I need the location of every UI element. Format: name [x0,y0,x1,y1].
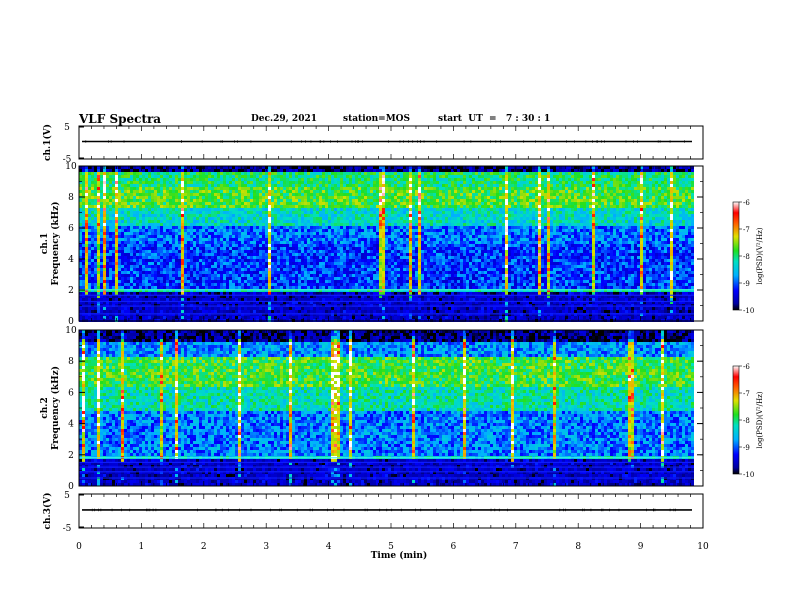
y-axis-label: ch.2 [40,397,50,418]
colorbar-label: log(PSD)(V²/Hz) [756,227,764,284]
start-time-label: start UT = 7 : 30 : 1 [438,114,550,124]
colorbar-tick-label: -8 [743,253,750,261]
y-tick-label: 10 [65,326,77,336]
colorbar-tick-label: -7 [743,226,750,234]
x-tick-label: 9 [638,542,644,552]
y-tick-label: -5 [63,524,72,534]
ch1-spectrogram-image [79,166,694,322]
y-tick-label: 4 [68,420,74,430]
x-tick-label: 6 [451,542,457,552]
y-tick-label: 0 [68,482,74,492]
colorbar [732,201,740,311]
station-label: station=MOS [343,114,410,124]
x-tick-label: 5 [388,542,394,552]
colorbar-tick-label: -8 [743,417,750,425]
y-tick-label: 2 [68,451,74,461]
y-tick-label: -5 [63,155,72,165]
y-axis-label: ch.1(V) [42,124,53,161]
ch2-spectrogram-image [79,330,694,486]
y-tick-label: 8 [68,357,74,367]
y-tick-label: 4 [68,255,74,265]
x-tick-label: 7 [513,542,519,552]
y-tick-label: 2 [68,286,74,296]
x-tick-label: 10 [697,542,709,552]
colorbar-tick-label: -7 [743,390,750,398]
colorbar-tick-label: -10 [743,471,754,479]
ch1-waveform-trace [82,140,692,143]
colorbar-tick-label: -6 [743,199,750,207]
colorbar-tick-label: -10 [743,307,754,315]
y-tick-label: 5 [64,123,70,133]
y-axis-label: ch.1 [40,233,50,254]
y-tick-label: 8 [68,193,74,203]
x-tick-label: 4 [326,542,332,552]
ch3-waveform-trace [82,508,692,512]
y-tick-label: 5 [64,491,70,501]
date-label: Dec.29, 2021 [251,114,317,124]
colorbar-tick-label: -9 [743,280,750,288]
y-axis-label: Frequency (kHz) [50,201,61,285]
y-tick-label: 6 [68,388,74,398]
colorbar-tick-label: -9 [743,444,750,452]
chart-title: VLF Spectra [79,112,161,126]
x-tick-label: 0 [76,542,82,552]
colorbar-tick-label: -6 [743,363,750,371]
y-axis-label: ch.3(V) [42,493,53,530]
x-tick-label: 8 [575,542,581,552]
x-tick-label: 1 [139,542,145,552]
y-axis-label: Frequency (kHz) [50,366,61,450]
colorbar-label: log(PSD)(V²/Hz) [756,391,764,448]
colorbar [732,365,740,475]
x-axis-label: Time (min) [371,550,428,561]
y-tick-label: 10 [65,162,77,172]
x-tick-label: 3 [263,542,269,552]
y-tick-label: 6 [68,224,74,234]
x-tick-label: 2 [201,542,207,552]
y-tick-label: 0 [68,317,74,327]
